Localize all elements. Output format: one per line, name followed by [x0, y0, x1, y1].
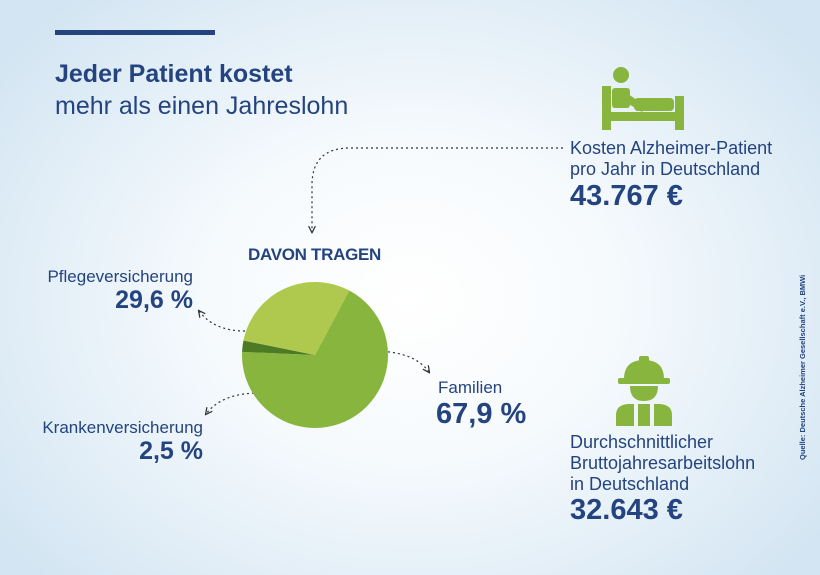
pie-slice-krankenversicherung: [242, 340, 315, 355]
pie-slice-familien: [242, 290, 389, 428]
worker-text-line3: in Deutschland: [570, 474, 690, 494]
headline: Jeder Patient kostet: [55, 60, 293, 88]
pie-chart: [242, 281, 389, 428]
patient-amount: 43.767 €: [570, 180, 683, 212]
chart-title: DAVON TRAGEN: [248, 245, 382, 264]
worker-amount: 32.643 €: [570, 494, 683, 526]
pflege-label: Pflegeversicherung: [47, 267, 193, 286]
worker-text-line1: Durchschnittlicher: [570, 432, 714, 452]
source-note: Quelle: Deutsche Alzheimer Gesellschaft …: [798, 274, 807, 460]
pie-slice-pflegeversicherung: [243, 281, 350, 355]
familien-value: 67,9 %: [436, 398, 527, 430]
subheadline: mehr als einen Jahreslohn: [55, 92, 349, 120]
patient-bed-icon: [602, 67, 684, 130]
worker-text-line2: Bruttojahresarbeitslohn: [570, 453, 756, 473]
kranken-value: 2,5 %: [139, 437, 203, 465]
pflege-value: 29,6 %: [115, 286, 193, 314]
patient-text-line1: Kosten Alzheimer-Patient: [570, 138, 773, 158]
patient-to-pie-arrow: [312, 147, 563, 232]
top-rule: [55, 30, 215, 35]
patient-text-line2: pro Jahr in Deutschland: [570, 159, 761, 179]
kranken-label: Krankenversicherung: [42, 418, 203, 437]
construction-worker-icon: [616, 356, 672, 426]
familien-label: Familien: [438, 378, 503, 397]
